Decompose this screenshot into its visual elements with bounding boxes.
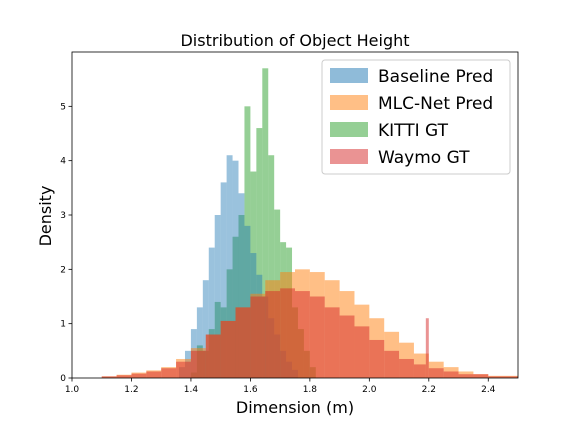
bar-3-11 xyxy=(265,291,281,378)
bar-3-6 xyxy=(190,350,206,378)
y-tick-label: 2 xyxy=(60,265,66,275)
bar-1-9 xyxy=(232,160,239,378)
bar-0-10 xyxy=(250,171,257,378)
bars-layer xyxy=(101,68,518,379)
legend-swatch xyxy=(330,95,368,110)
x-tick-label: 2.0 xyxy=(362,385,377,395)
x-tick-label: 1.6 xyxy=(243,385,258,395)
bar-3-0 xyxy=(101,376,117,378)
legend-box xyxy=(321,59,511,175)
x-tick-label: 2.2 xyxy=(422,385,436,395)
bar-3-10 xyxy=(250,296,266,378)
y-axis-ticks: 0 1 2 3 4 5 xyxy=(60,102,72,384)
bar-3-19 xyxy=(384,350,400,378)
series-3 xyxy=(101,288,518,378)
bar-0-8 xyxy=(238,215,245,378)
bar-1-10 xyxy=(238,193,245,378)
chart-title: Distribution of Object Height xyxy=(180,31,409,50)
legend-swatch xyxy=(330,149,368,164)
bar-3-7 xyxy=(205,334,221,378)
y-tick-label: 4 xyxy=(60,157,66,167)
y-tick-label: 1 xyxy=(60,320,66,330)
bar-3-14 xyxy=(309,296,325,378)
bar-3-13 xyxy=(295,291,310,378)
bar-1-11 xyxy=(244,225,251,378)
bar-3-18 xyxy=(369,339,385,378)
bar-3-17 xyxy=(354,326,370,378)
bar-3-3 xyxy=(146,371,162,378)
bar-3-12 xyxy=(280,288,295,378)
bar-3-22 xyxy=(425,318,429,378)
bar-1-6 xyxy=(214,215,221,378)
bar-1-8 xyxy=(226,155,233,378)
x-tick-label: 1.8 xyxy=(303,385,318,395)
bar-3-2 xyxy=(131,373,147,378)
bar-3-1 xyxy=(116,375,132,378)
bar-3-25 xyxy=(458,374,489,378)
bar-1-3 xyxy=(196,307,203,378)
x-tick-label: 1.4 xyxy=(184,385,199,395)
bar-1-4 xyxy=(202,280,209,378)
legend: Baseline Pred MLC-Net Pred KITTI GT Waymo G… xyxy=(321,59,511,175)
bar-3-26 xyxy=(488,376,518,378)
x-tick-label: 1.2 xyxy=(124,385,138,395)
bar-3-9 xyxy=(235,307,251,378)
legend-swatch xyxy=(330,122,368,137)
y-axis-label: Density xyxy=(36,186,55,247)
bar-3-4 xyxy=(161,368,177,378)
bar-0-9 xyxy=(244,106,251,378)
x-tick-label: 2.4 xyxy=(481,385,496,395)
legend-label: KITTI GT xyxy=(378,121,449,141)
bar-0-12 xyxy=(262,68,269,379)
y-tick-label: 5 xyxy=(60,102,66,112)
bar-3-16 xyxy=(339,315,355,378)
bar-0-7 xyxy=(232,236,239,378)
legend-label: Waymo GT xyxy=(378,148,470,168)
legend-swatch xyxy=(330,68,368,83)
bar-3-24 xyxy=(443,371,459,378)
legend-label: MLC-Net Pred xyxy=(378,94,493,114)
x-axis-ticks: 1.0 1.2 1.4 1.6 1.8 2.0 2.2 2.4 xyxy=(65,378,496,395)
bar-1-7 xyxy=(220,182,227,378)
bar-3-23 xyxy=(428,368,444,378)
bar-3-21 xyxy=(413,364,426,378)
bar-0-13 xyxy=(268,155,275,378)
y-tick-label: 0 xyxy=(60,374,66,384)
bar-3-15 xyxy=(324,307,340,378)
x-tick-label: 1.0 xyxy=(65,385,80,395)
bar-1-5 xyxy=(208,247,215,378)
y-tick-label: 3 xyxy=(60,211,66,221)
legend-label: Baseline Pred xyxy=(378,67,493,87)
x-axis-label: Dimension (m) xyxy=(236,398,354,417)
bar-3-8 xyxy=(220,320,236,378)
bar-0-11 xyxy=(256,128,263,378)
bar-3-5 xyxy=(176,361,191,378)
bar-3-20 xyxy=(399,358,414,378)
